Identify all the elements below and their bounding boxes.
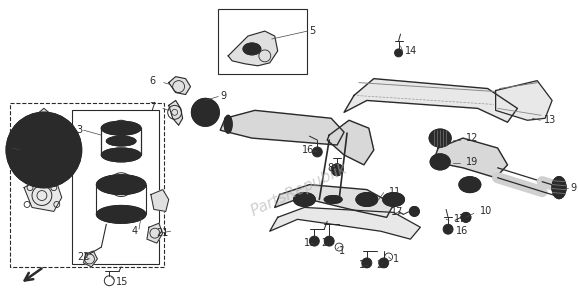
Circle shape	[379, 258, 388, 268]
Circle shape	[309, 236, 319, 246]
Bar	[10, 103, 164, 267]
Polygon shape	[495, 81, 552, 120]
Text: 13: 13	[544, 115, 557, 125]
Text: 17: 17	[454, 214, 466, 224]
Text: 20: 20	[377, 260, 389, 270]
Text: 12: 12	[466, 133, 478, 143]
Bar	[218, 9, 307, 74]
Text: 1: 1	[392, 254, 399, 264]
Circle shape	[312, 147, 323, 157]
Text: 14: 14	[405, 46, 417, 56]
Circle shape	[461, 213, 471, 222]
Text: 20: 20	[321, 238, 334, 248]
Text: 15: 15	[116, 277, 128, 287]
Text: 3: 3	[77, 125, 83, 135]
Text: 18: 18	[359, 260, 371, 270]
Circle shape	[331, 164, 343, 176]
Ellipse shape	[324, 196, 342, 203]
Polygon shape	[24, 180, 62, 211]
Polygon shape	[220, 110, 344, 145]
Polygon shape	[344, 79, 517, 122]
Text: 5: 5	[309, 26, 316, 36]
Ellipse shape	[430, 154, 450, 170]
Text: 9: 9	[220, 91, 227, 102]
Text: 6: 6	[149, 76, 155, 86]
Text: 19: 19	[466, 157, 478, 167]
Polygon shape	[228, 31, 277, 66]
Text: 9: 9	[570, 183, 576, 193]
Text: 21: 21	[156, 228, 168, 238]
Text: PartsRepublik: PartsRepublik	[249, 161, 350, 219]
Polygon shape	[275, 185, 394, 217]
Circle shape	[362, 258, 372, 268]
Ellipse shape	[224, 115, 232, 133]
Text: 16: 16	[302, 145, 314, 155]
Ellipse shape	[101, 148, 141, 162]
Text: 8: 8	[327, 163, 334, 173]
Text: 22: 22	[77, 252, 90, 262]
Text: 10: 10	[480, 206, 492, 216]
Text: 17: 17	[391, 207, 403, 217]
Polygon shape	[147, 223, 163, 243]
Text: 2: 2	[6, 143, 13, 153]
Ellipse shape	[383, 193, 405, 206]
Polygon shape	[434, 138, 507, 178]
Ellipse shape	[101, 121, 141, 135]
Text: 16: 16	[456, 226, 468, 236]
Ellipse shape	[191, 99, 219, 126]
Circle shape	[409, 206, 420, 216]
Ellipse shape	[294, 193, 316, 206]
Polygon shape	[270, 207, 420, 239]
Polygon shape	[151, 190, 169, 211]
Circle shape	[6, 112, 81, 188]
Polygon shape	[38, 108, 50, 116]
Text: 1: 1	[339, 246, 345, 256]
Circle shape	[324, 236, 334, 246]
Polygon shape	[84, 251, 98, 267]
Ellipse shape	[243, 43, 261, 55]
Bar	[72, 110, 159, 264]
Text: 4: 4	[131, 226, 137, 236]
Ellipse shape	[459, 177, 481, 193]
Ellipse shape	[429, 129, 451, 147]
Ellipse shape	[97, 175, 146, 194]
Text: 18: 18	[305, 238, 317, 248]
Ellipse shape	[552, 177, 566, 199]
Circle shape	[443, 224, 453, 234]
Ellipse shape	[97, 205, 146, 223]
Circle shape	[395, 49, 402, 57]
Ellipse shape	[106, 136, 136, 146]
Text: 7: 7	[149, 102, 155, 112]
Polygon shape	[169, 100, 183, 125]
Polygon shape	[169, 77, 191, 94]
Polygon shape	[327, 120, 374, 165]
Ellipse shape	[356, 193, 378, 206]
Text: 11: 11	[388, 186, 401, 197]
